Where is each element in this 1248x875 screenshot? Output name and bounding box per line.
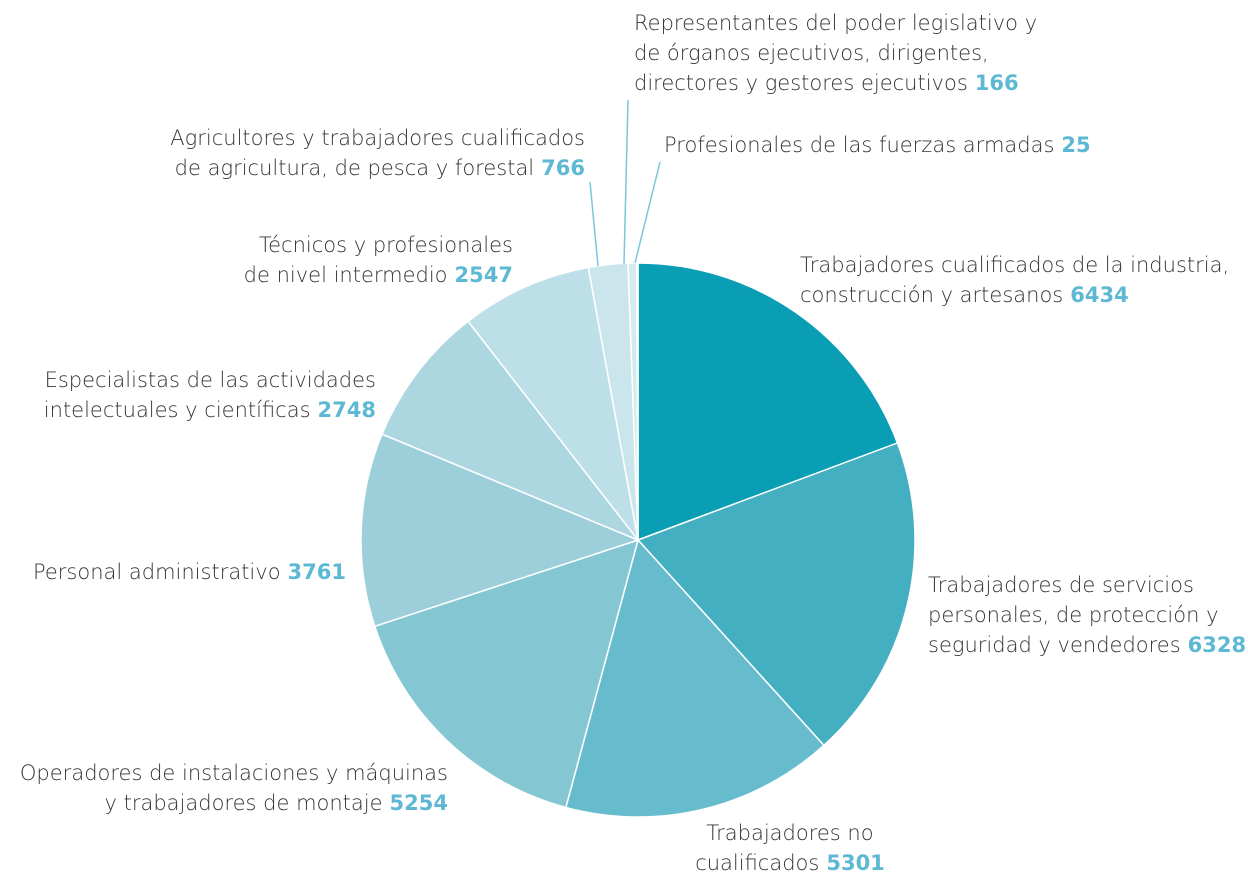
pie-slice: [637, 262, 899, 542]
label-line: Personal administrativo: [33, 560, 281, 584]
label-line: personales, de protección y: [928, 603, 1219, 627]
label-line: Profesionales de las fuerzas armadas: [664, 133, 1054, 157]
label-line: y trabajadores de montaje: [105, 791, 383, 815]
label-line: Técnicos y profesionales: [259, 233, 513, 257]
slice-label: Profesionales de las fuerzas armadas 25: [664, 133, 1091, 157]
slice-label: Operadores de instalaciones y máquinas y …: [20, 761, 448, 815]
value-label: 3761: [288, 560, 346, 584]
pie-slice: [360, 433, 641, 628]
leader-line: [589, 181, 599, 267]
label-line: Agricultores y trabajadores cualificados: [170, 126, 585, 150]
slice-label: Técnicos y profesionales de nivel interme…: [244, 233, 513, 287]
value-label: 766: [541, 156, 585, 180]
value-label: 6328: [1188, 633, 1246, 657]
slice-label: Especialistas de las actividades intelect…: [44, 368, 376, 422]
label-line: Operadores de instalaciones y máquinas: [20, 761, 448, 785]
value-label: 2748: [318, 398, 376, 422]
label-line: construcción y artesanos: [800, 283, 1063, 307]
pie-slice: [466, 266, 639, 541]
pie-slice: [636, 442, 916, 747]
label-line: intelectuales y científicas: [44, 398, 311, 422]
pie-slice: [381, 320, 641, 542]
slice-label: Agricultores y trabajadores cualificados…: [170, 126, 585, 180]
value-label: 25: [1061, 133, 1090, 157]
label-line: cualificados: [695, 851, 819, 875]
label-line: Representantes del poder legislativo y: [634, 11, 1037, 35]
label-line: de nivel intermedio: [244, 263, 448, 287]
value-label: 6434: [1070, 283, 1128, 307]
leader-line: [634, 161, 661, 264]
pie-slice: [373, 538, 640, 809]
label-line: Trabajadores cualificados de la industri…: [800, 253, 1229, 277]
slice-label: Trabajadores no cualificados 5301: [695, 821, 885, 875]
label-line: directores y gestores ejecutivos: [634, 71, 968, 95]
label-line: de órganos ejecutivos, dirigentes,: [634, 41, 989, 65]
slice-label: Trabajadores de servicios personales, de …: [928, 573, 1246, 657]
value-label: 2547: [455, 263, 513, 287]
label-line: seguridad y vendedores: [928, 633, 1181, 657]
label-line: de agricultura, de pesca y forestal: [175, 156, 534, 180]
label-line: Trabajadores no: [706, 821, 873, 845]
label-line: Especialistas de las actividades: [45, 368, 376, 392]
value-label: 166: [975, 71, 1019, 95]
label-line: Trabajadores de servicios: [928, 573, 1194, 597]
value-label: 5301: [826, 851, 884, 875]
slice-label: Trabajadores cualificados de la industri…: [800, 253, 1229, 307]
slice-label: Representantes del poder legislativo y de…: [634, 11, 1037, 95]
slice-label: Personal administrativo 3761: [33, 560, 346, 584]
pie-slice: [564, 538, 825, 818]
pie-slice: [635, 262, 639, 541]
value-label: 5254: [390, 791, 448, 815]
leader-line: [623, 99, 629, 265]
